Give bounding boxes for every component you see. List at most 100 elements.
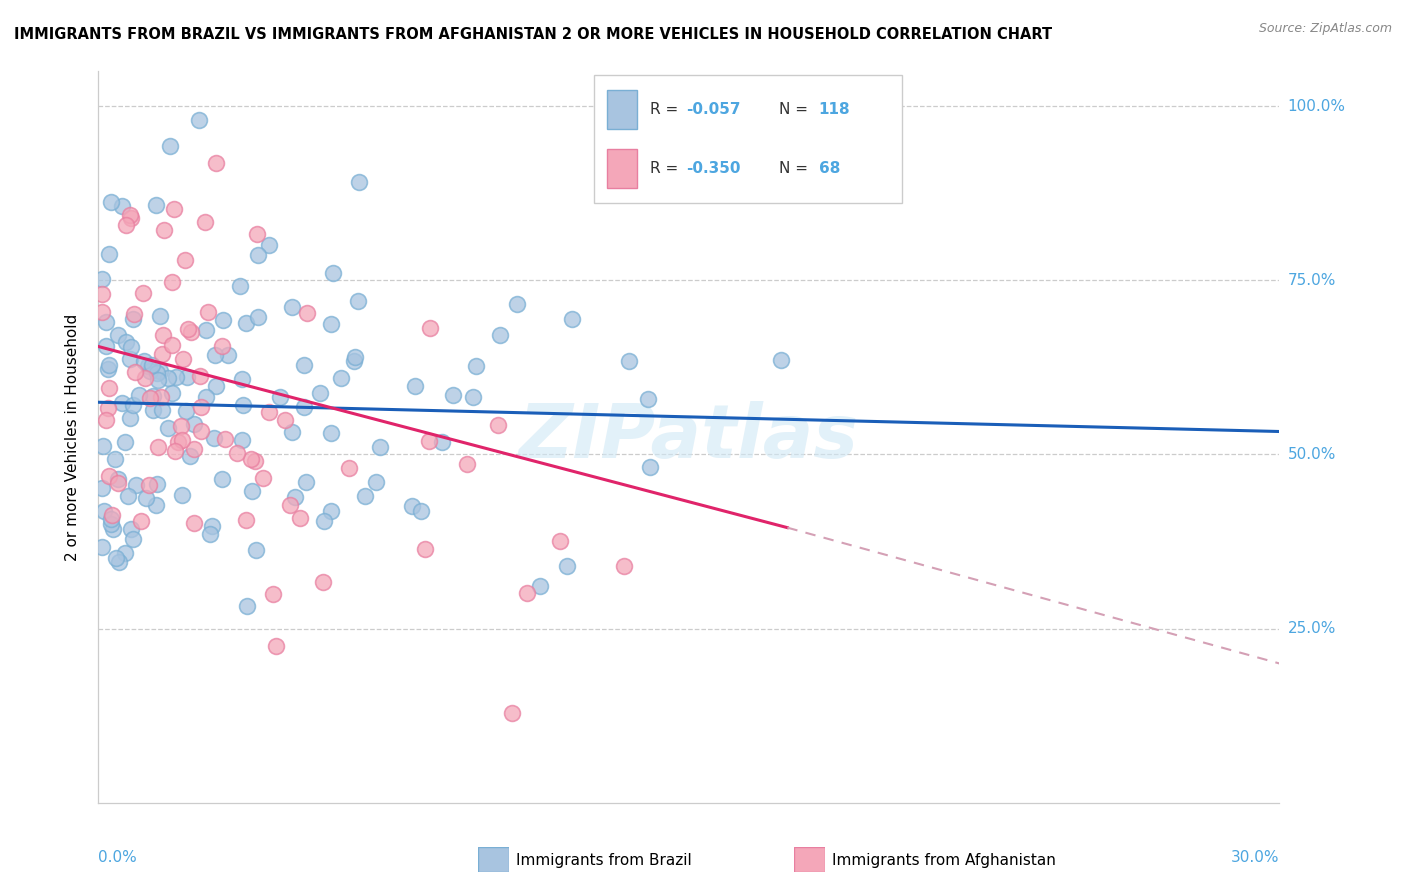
- Point: [139, 364, 162, 378]
- Point: [111, 396, 134, 410]
- Point: [197, 305, 219, 319]
- Point: [294, 475, 316, 489]
- Point: [114, 434, 136, 449]
- Point: [121, 211, 143, 226]
- Point: [107, 328, 129, 343]
- Point: [401, 499, 423, 513]
- Y-axis label: 2 or more Vehicles in Household: 2 or more Vehicles in Household: [65, 313, 80, 561]
- Point: [122, 312, 145, 326]
- Point: [489, 328, 512, 343]
- Point: [329, 371, 352, 385]
- Point: [486, 417, 509, 432]
- Point: [117, 489, 139, 503]
- Point: [91, 305, 114, 319]
- Point: [160, 338, 183, 352]
- Point: [235, 316, 257, 330]
- Point: [167, 435, 190, 450]
- Point: [235, 513, 257, 527]
- Point: [107, 475, 129, 490]
- Point: [134, 371, 156, 385]
- Point: [148, 440, 170, 454]
- Point: [278, 498, 301, 512]
- Point: [190, 424, 212, 438]
- Point: [91, 286, 114, 301]
- Point: [174, 252, 197, 267]
- Point: [430, 434, 453, 449]
- FancyBboxPatch shape: [478, 847, 509, 872]
- Point: [257, 405, 280, 419]
- Point: [516, 586, 538, 600]
- Point: [120, 351, 142, 366]
- Point: [259, 238, 281, 252]
- Point: [163, 202, 186, 217]
- Text: ZIPatlas: ZIPatlas: [519, 401, 859, 474]
- Point: [281, 425, 304, 440]
- Point: [94, 412, 117, 426]
- Point: [204, 156, 226, 170]
- Point: [252, 471, 274, 485]
- Point: [246, 310, 269, 324]
- Point: [156, 371, 179, 385]
- Point: [309, 386, 332, 401]
- Point: [247, 248, 270, 262]
- Point: [142, 389, 165, 403]
- Point: [243, 454, 266, 468]
- Point: [202, 431, 225, 445]
- Point: [619, 353, 641, 368]
- Point: [505, 297, 527, 311]
- Point: [97, 358, 120, 372]
- Text: 100.0%: 100.0%: [1288, 99, 1346, 113]
- Point: [288, 511, 311, 525]
- Point: [132, 285, 155, 300]
- Point: [418, 434, 440, 449]
- Point: [183, 516, 205, 530]
- Point: [139, 391, 162, 405]
- Point: [236, 599, 259, 613]
- Point: [211, 472, 233, 486]
- Point: [91, 272, 114, 286]
- FancyBboxPatch shape: [794, 847, 825, 872]
- Point: [204, 348, 226, 362]
- Point: [295, 306, 318, 320]
- Point: [212, 313, 235, 327]
- Point: [312, 514, 335, 528]
- Point: [118, 208, 141, 222]
- Point: [368, 440, 391, 454]
- Point: [404, 378, 426, 392]
- Point: [347, 293, 370, 308]
- Point: [97, 401, 120, 416]
- Point: [121, 532, 143, 546]
- Point: [174, 404, 197, 418]
- Point: [292, 358, 315, 372]
- Point: [97, 362, 120, 376]
- Text: IMMIGRANTS FROM BRAZIL VS IMMIGRANTS FROM AFGHANISTAN 2 OR MORE VEHICLES IN HOUS: IMMIGRANTS FROM BRAZIL VS IMMIGRANTS FRO…: [14, 27, 1052, 42]
- Point: [343, 350, 366, 364]
- Point: [120, 340, 142, 354]
- Point: [245, 543, 267, 558]
- Point: [150, 347, 173, 361]
- Point: [217, 348, 239, 362]
- Point: [145, 198, 167, 212]
- Point: [337, 461, 360, 475]
- Point: [170, 434, 193, 448]
- Point: [321, 504, 343, 518]
- Point: [91, 481, 114, 495]
- Point: [319, 425, 342, 440]
- Point: [441, 388, 464, 402]
- Point: [180, 325, 202, 339]
- Point: [231, 433, 253, 447]
- Point: [229, 279, 252, 293]
- Point: [231, 371, 253, 385]
- Point: [183, 442, 205, 457]
- Point: [153, 223, 176, 237]
- Point: [366, 475, 388, 490]
- Point: [411, 504, 433, 518]
- Point: [150, 390, 173, 404]
- Point: [312, 574, 335, 589]
- Point: [179, 449, 201, 463]
- Point: [170, 418, 193, 433]
- Point: [292, 400, 315, 414]
- Point: [170, 488, 193, 502]
- Point: [115, 218, 138, 232]
- Point: [280, 300, 302, 314]
